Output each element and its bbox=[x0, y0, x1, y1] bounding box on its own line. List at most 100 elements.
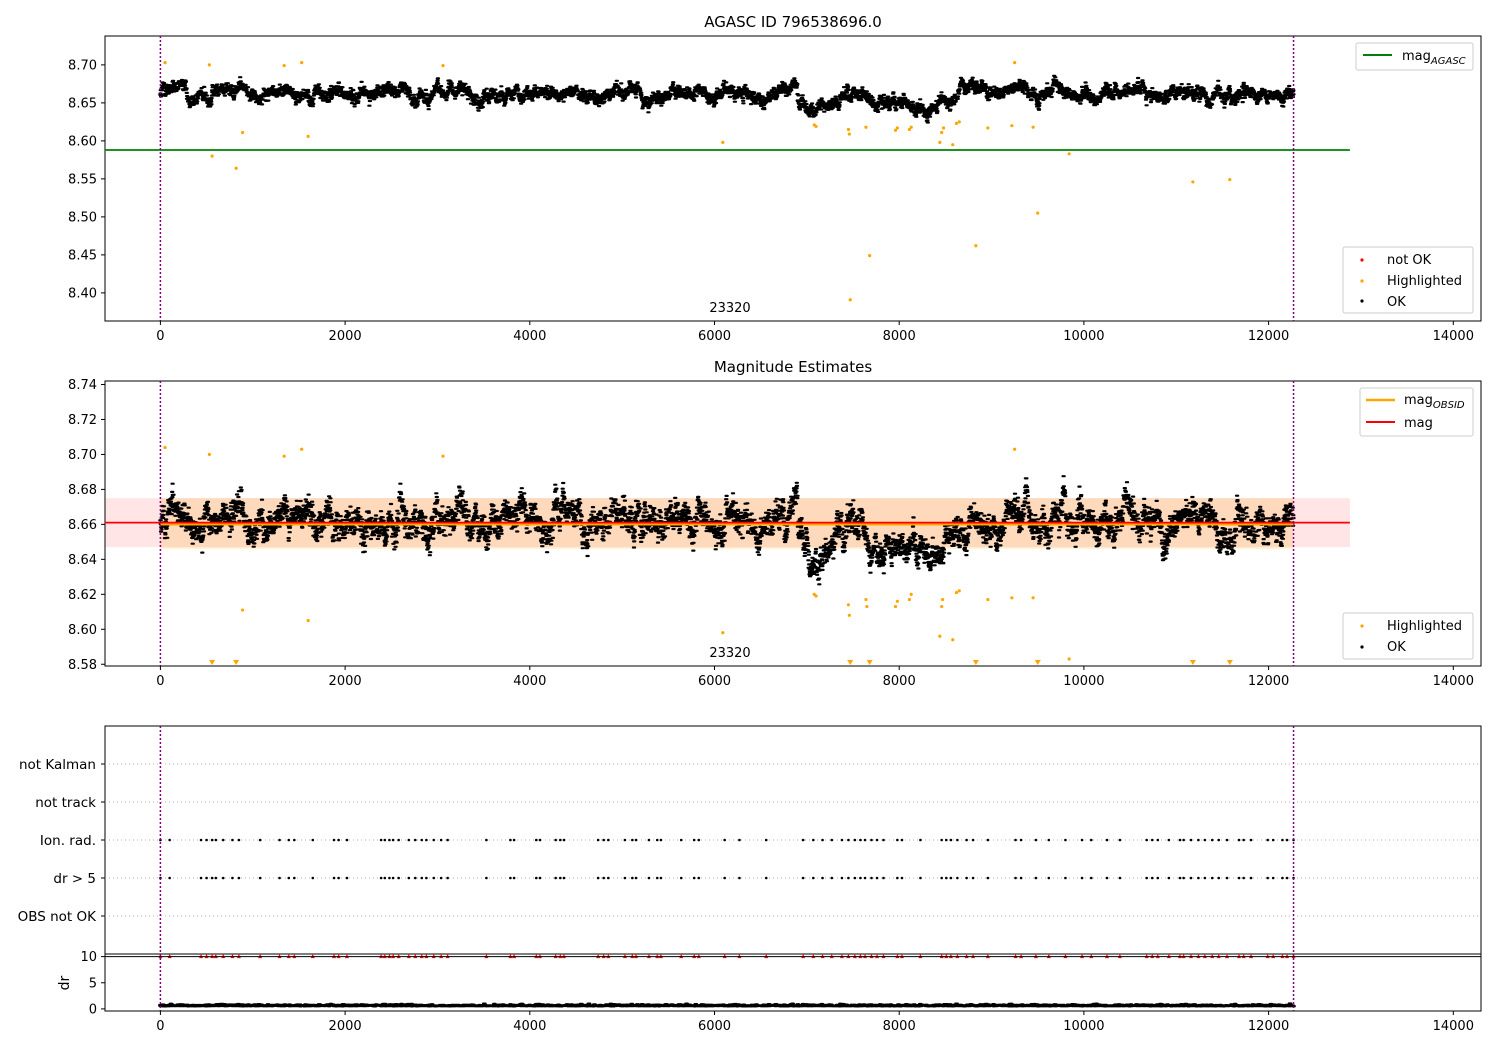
flag-point bbox=[168, 838, 171, 842]
flag-point bbox=[870, 838, 873, 842]
legend-highlighted-label: Highlighted bbox=[1387, 274, 1462, 289]
panel-agasc-plot-area bbox=[105, 36, 1350, 321]
flag-point bbox=[168, 876, 171, 880]
flag-point bbox=[214, 876, 218, 880]
flag-point bbox=[210, 838, 214, 842]
category-label: dr > 5 bbox=[53, 871, 96, 887]
highlighted-point bbox=[1010, 124, 1014, 128]
panel-magnitude-y-axis: 8.58 8.60 8.62 8.64 8.66 8.68 8.70 8.72 8.74 bbox=[68, 378, 105, 673]
flag-point bbox=[1156, 876, 1160, 880]
flag-point bbox=[391, 876, 395, 880]
flag-point bbox=[379, 838, 383, 842]
highlighted-point bbox=[895, 126, 899, 130]
flag-point bbox=[485, 876, 488, 880]
flag-point bbox=[1225, 876, 1229, 880]
legend-ok-label: OK bbox=[1387, 640, 1406, 655]
y-tick-label: 8.55 bbox=[68, 172, 97, 187]
x-tick-label: 2000 bbox=[329, 1019, 362, 1034]
flag-point bbox=[1034, 876, 1038, 880]
y-tick-label: 8.74 bbox=[68, 378, 97, 393]
flag-point bbox=[554, 838, 557, 842]
legend-highlighted-marker bbox=[1360, 624, 1364, 628]
legend-mag-obsid-sub: OBSID bbox=[1433, 400, 1465, 411]
panel-flags-category-labels: OBS not OK dr > 5 Ion. rad. not track not Ka… bbox=[18, 757, 105, 925]
flag-point bbox=[1197, 876, 1200, 880]
flag-point bbox=[965, 876, 968, 880]
flag-point bbox=[1118, 876, 1122, 880]
panel-flags-grid bbox=[105, 763, 1481, 917]
flag-point bbox=[397, 876, 400, 880]
highlighted-point bbox=[951, 638, 955, 642]
y-tick-label: 8.60 bbox=[68, 623, 97, 638]
flag-point bbox=[214, 838, 218, 842]
flag-point bbox=[607, 838, 610, 842]
highlighted-point bbox=[210, 154, 214, 158]
flag-point bbox=[919, 838, 922, 842]
flag-point bbox=[956, 838, 959, 842]
flag-point bbox=[830, 838, 834, 842]
flag-point bbox=[986, 838, 990, 842]
flag-point bbox=[679, 876, 683, 880]
x-tick-label: 2000 bbox=[329, 329, 362, 344]
panel-magnitude-estimates: Magnitude Estimates 0 2000 4000 6000 8000 100… bbox=[68, 358, 1482, 689]
clipped-marker bbox=[1189, 660, 1196, 665]
highlighted-point bbox=[938, 634, 942, 638]
flag-point bbox=[692, 838, 696, 842]
panel-magnitude-scatter-legend: Highlighted OK bbox=[1342, 612, 1474, 660]
flag-point bbox=[407, 838, 411, 842]
flag-point bbox=[446, 876, 449, 880]
panel-dr-frame bbox=[104, 953, 1482, 1012]
x-tick-label: 10000 bbox=[1063, 674, 1104, 689]
flag-point bbox=[311, 876, 315, 880]
panel-agasc-scatter-legend: not OK Highlighted OK bbox=[1342, 246, 1474, 314]
flag-point bbox=[231, 838, 234, 842]
x-tick-label: 6000 bbox=[698, 674, 731, 689]
flag-point bbox=[853, 838, 857, 842]
x-tick-label: 4000 bbox=[513, 329, 546, 344]
flag-point bbox=[413, 838, 417, 842]
flag-point bbox=[940, 838, 943, 842]
flag-point bbox=[863, 838, 867, 842]
flag-point bbox=[840, 838, 844, 842]
flag-point bbox=[337, 838, 340, 842]
flag-point bbox=[210, 876, 214, 880]
flag-point bbox=[764, 838, 768, 842]
flag-point bbox=[1047, 838, 1051, 842]
highlighted-point bbox=[954, 590, 959, 595]
flag-point bbox=[205, 876, 208, 880]
highlighted-point bbox=[868, 254, 872, 258]
flag-point bbox=[1249, 838, 1253, 842]
highlighted-point bbox=[1013, 61, 1017, 65]
flag-point bbox=[623, 876, 627, 880]
flag-point bbox=[425, 876, 428, 880]
flag-point bbox=[485, 838, 488, 842]
x-tick-label: 2000 bbox=[329, 674, 362, 689]
flag-point bbox=[900, 838, 904, 842]
flag-point bbox=[1203, 838, 1207, 842]
flag-point bbox=[596, 838, 600, 842]
x-tick-label: 14000 bbox=[1433, 1019, 1474, 1034]
flag-point bbox=[1217, 838, 1221, 842]
x-tick-label: 0 bbox=[156, 1019, 164, 1034]
panel-agasc-title: AGASC ID 796538696.0 bbox=[704, 13, 882, 31]
flag-point bbox=[221, 838, 225, 842]
flag-point bbox=[1080, 838, 1084, 842]
flag-point bbox=[311, 838, 315, 842]
x-tick-label: 14000 bbox=[1433, 329, 1474, 344]
flag-point bbox=[919, 876, 922, 880]
flag-point bbox=[623, 838, 627, 842]
svg-text:magOBSID: magOBSID bbox=[1404, 393, 1465, 411]
flag-point bbox=[655, 876, 659, 880]
highlighted-point bbox=[940, 604, 944, 609]
flag-point bbox=[1178, 876, 1182, 880]
flag-point bbox=[558, 876, 562, 880]
flag-point bbox=[1019, 838, 1023, 842]
flag-point bbox=[882, 838, 885, 842]
highlighted-point bbox=[441, 64, 445, 68]
legend-not-ok-label: not OK bbox=[1387, 253, 1432, 268]
flag-point bbox=[634, 876, 638, 880]
x-tick-label: 4000 bbox=[513, 674, 546, 689]
flag-point bbox=[407, 876, 411, 880]
flag-point bbox=[432, 876, 436, 880]
